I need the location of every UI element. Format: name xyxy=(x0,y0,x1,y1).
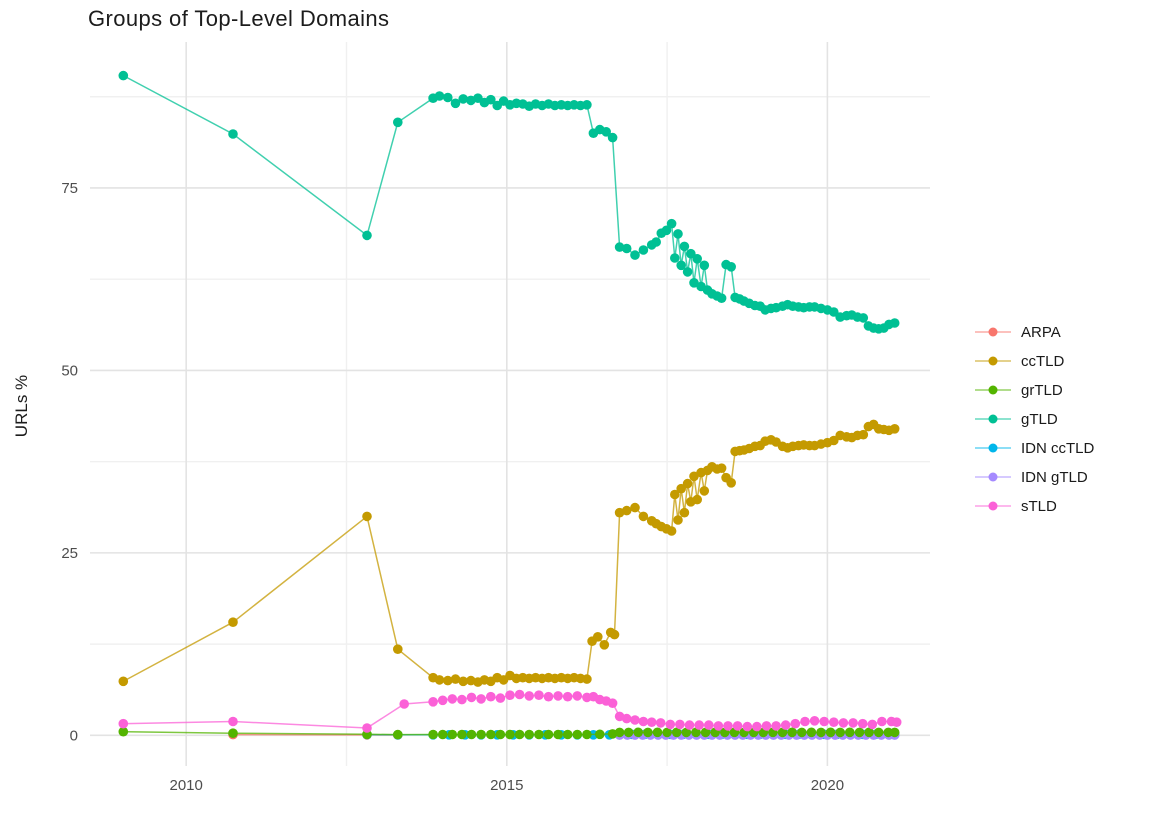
legend-item-idn-cctld: IDN ccTLD xyxy=(975,437,1094,459)
legend-key-icon xyxy=(975,412,1011,426)
legend-item-idn-gtld: IDN gTLD xyxy=(975,466,1094,488)
legend-key-icon xyxy=(975,354,1011,368)
y-axis-title: URLs % xyxy=(12,374,31,438)
legend-item-arpa: ARPA xyxy=(975,321,1094,343)
legend-key-icon xyxy=(975,470,1011,484)
legend-label: sTLD xyxy=(1021,497,1057,515)
y-tick-label: 75 xyxy=(61,180,78,197)
legend-key-icon xyxy=(975,325,1011,339)
x-tick-label: 2015 xyxy=(490,777,523,794)
y-tick-label: 50 xyxy=(61,362,78,379)
legend-label: ccTLD xyxy=(1021,352,1065,370)
legend-label: gTLD xyxy=(1021,410,1058,428)
series-line xyxy=(122,74,895,330)
y-tick-label: 0 xyxy=(70,727,78,744)
series-stld xyxy=(118,689,902,733)
series-gtld xyxy=(118,70,900,334)
x-tick-label: 2010 xyxy=(169,777,202,794)
legend-key-icon xyxy=(975,441,1011,455)
y-tick-label: 25 xyxy=(61,545,78,562)
legend-item-gtld: gTLD xyxy=(975,408,1094,430)
legend-item-stld: sTLD xyxy=(975,495,1094,517)
legend-label: ARPA xyxy=(1021,323,1061,341)
legend-item-cctld: ccTLD xyxy=(975,350,1094,372)
legend-key-icon xyxy=(975,499,1011,513)
legend-label: IDN gTLD xyxy=(1021,468,1088,486)
x-tick-label: 2020 xyxy=(811,777,844,794)
legend-label: grTLD xyxy=(1021,381,1063,399)
series-cctld xyxy=(118,419,900,687)
legend-key-icon xyxy=(975,383,1011,397)
chart-title: Groups of Top-Level Domains xyxy=(88,6,390,31)
legend: ARPA ccTLD grTLD gTLD IDN ccTLD IDN gTLD sTLD xyxy=(975,321,1094,517)
legend-item-grtld: grTLD xyxy=(975,379,1094,401)
legend-label: IDN ccTLD xyxy=(1021,439,1095,457)
